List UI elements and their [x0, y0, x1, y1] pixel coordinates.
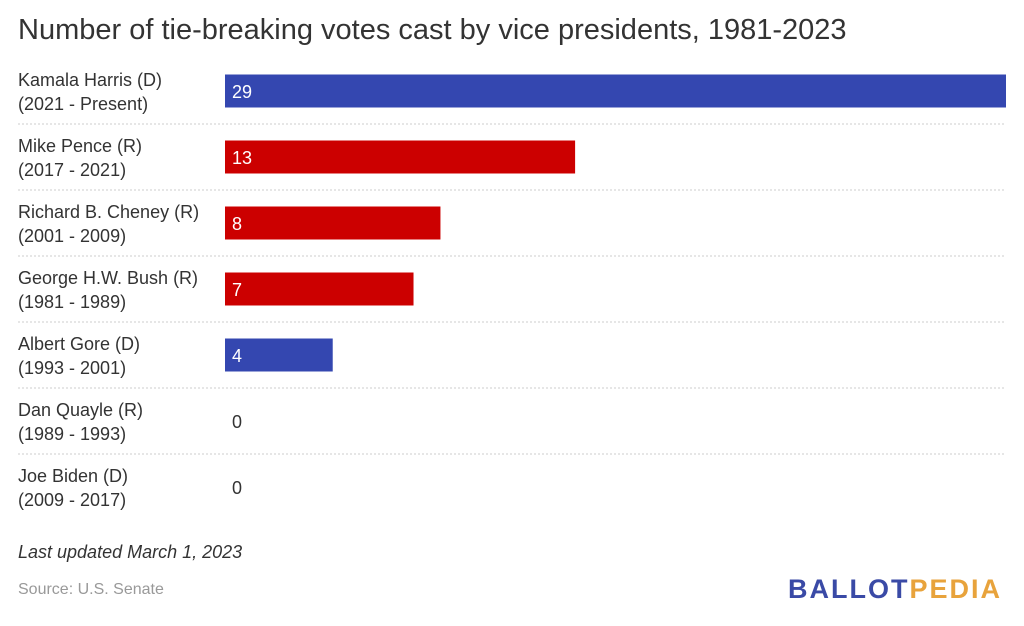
logo-part-ballot: BALLOT	[787, 574, 910, 604]
bar-value-label: 4	[232, 346, 242, 366]
chart-title: Number of tie-breaking votes cast by vic…	[18, 14, 847, 46]
logo-part-pedia: PEDIA	[909, 574, 1002, 604]
ballotpedia-logo: BALLOTPEDIA	[788, 574, 1002, 605]
bar-chart: Kamala Harris (D) (2021 - Present) 29 Mike …	[18, 70, 1006, 510]
row-label-term: (1981 - 1989)	[18, 292, 126, 312]
row-label-term: (2001 - 2009)	[18, 226, 126, 246]
bar-value-label: 29	[232, 82, 252, 102]
bar-value-label: 8	[232, 214, 242, 234]
bar	[225, 74, 1006, 108]
bar-value-label: 13	[232, 148, 252, 168]
row-label-term: (1993 - 2001)	[18, 358, 126, 378]
bar	[225, 206, 441, 240]
row-label-name: Mike Pence (R)	[18, 136, 142, 156]
row-label-name: Joe Biden (D)	[18, 466, 128, 486]
bar-value-label: 0	[232, 412, 242, 432]
bar	[225, 140, 576, 174]
last-updated-note: Last updated March 1, 2023	[18, 542, 243, 562]
bar-value-label: 7	[232, 280, 242, 300]
bar-value-label: 0	[232, 478, 242, 498]
row-label-name: Albert Gore (D)	[18, 334, 140, 354]
bar	[225, 272, 414, 306]
row-label-term: (2009 - 2017)	[18, 490, 126, 510]
row-label-name: Richard B. Cheney (R)	[18, 202, 199, 222]
row-label-name: Dan Quayle (R)	[18, 400, 143, 420]
source-text: Source: U.S. Senate	[18, 581, 164, 598]
row-label-term: (2021 - Present)	[18, 94, 148, 114]
bar	[225, 338, 333, 372]
row-label-name: Kamala Harris (D)	[18, 70, 162, 90]
row-label-term: (1989 - 1993)	[18, 424, 126, 444]
row-label-name: George H.W. Bush (R)	[18, 268, 198, 288]
row-label-term: (2017 - 2021)	[18, 160, 126, 180]
